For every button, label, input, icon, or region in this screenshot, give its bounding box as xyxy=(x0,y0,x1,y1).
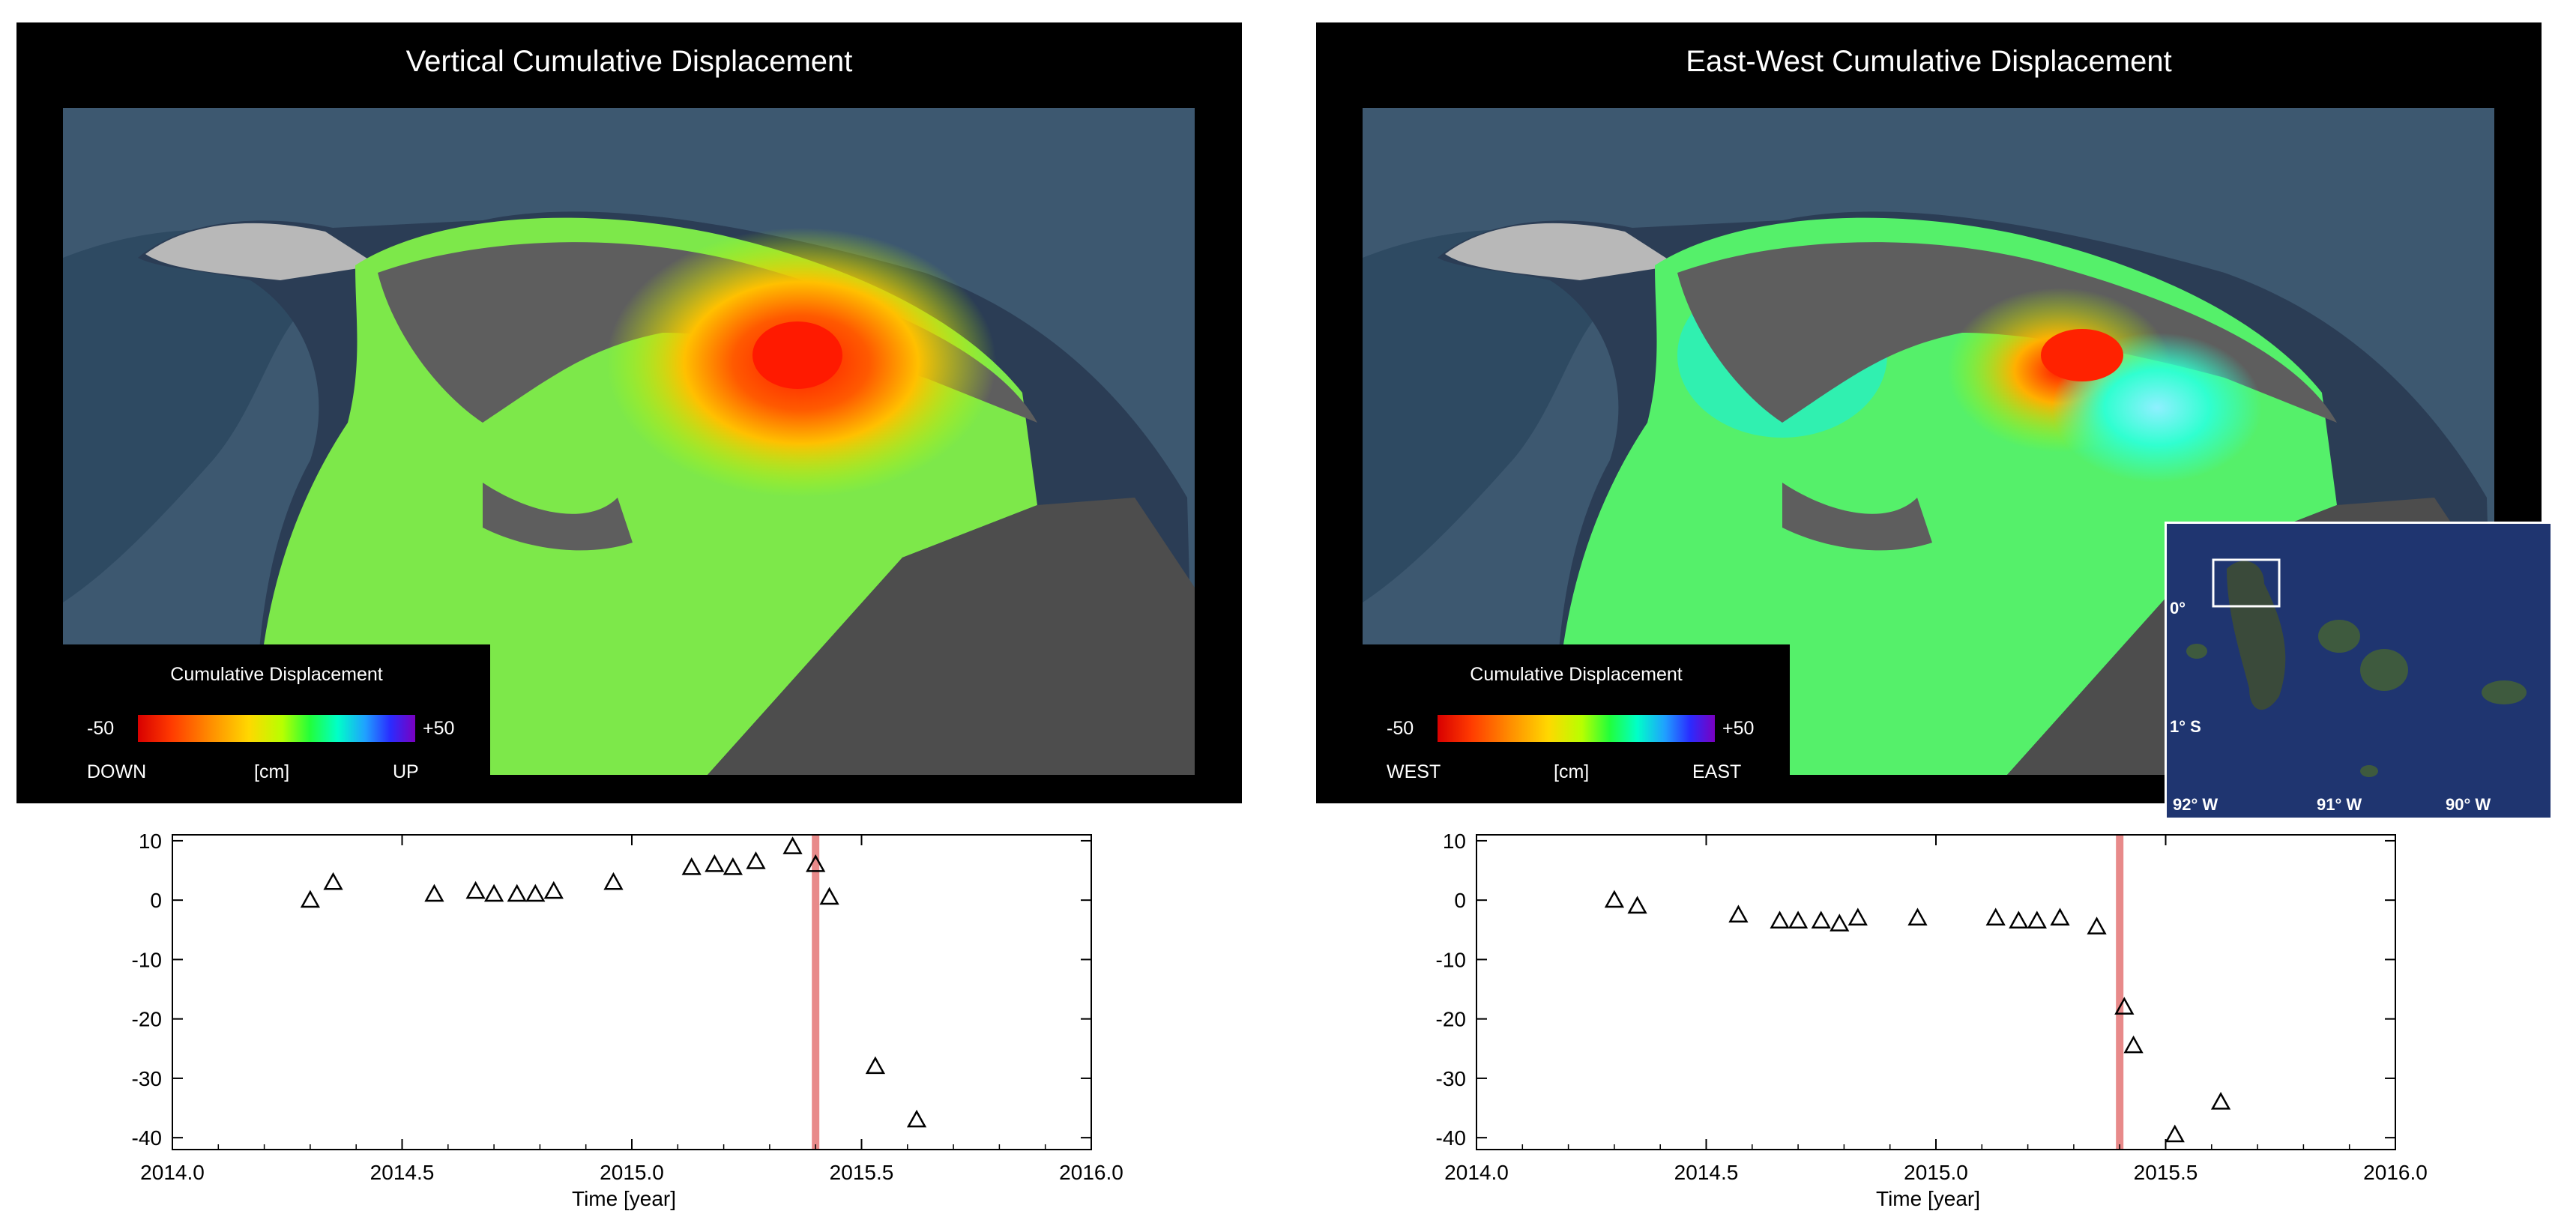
data-point xyxy=(2009,911,2029,928)
eruption-marker-line xyxy=(812,835,820,1150)
data-point xyxy=(2087,916,2107,934)
data-point xyxy=(1604,890,1625,908)
x-axis-label: Time [year] xyxy=(1876,1187,1980,1210)
y-tick-label: -30 xyxy=(1436,1067,1466,1090)
data-point xyxy=(300,890,321,908)
x-tick-label: 2014.0 xyxy=(140,1161,205,1184)
data-point xyxy=(1788,911,1809,928)
y-tick-label: -30 xyxy=(132,1067,162,1090)
lat-label: 0° xyxy=(2170,599,2186,617)
legend-title: Cumulative Displacement xyxy=(1470,664,1683,685)
data-point xyxy=(1907,908,1928,925)
legend-min: -50 xyxy=(1387,718,1414,739)
data-point xyxy=(746,851,766,869)
data-point xyxy=(806,854,826,872)
panel-title: Vertical Cumulative Displacement xyxy=(405,45,853,78)
legend-max: +50 xyxy=(1722,718,1755,739)
data-point xyxy=(1847,908,1868,925)
x-tick-label: 2014.0 xyxy=(1444,1161,1509,1184)
lon-label: 90° W xyxy=(2446,795,2491,814)
x-tick-label: 2015.0 xyxy=(1904,1161,1968,1184)
lon-label: 91° W xyxy=(2317,795,2362,814)
x-axis-label: Time [year] xyxy=(572,1187,676,1210)
color-legend: Cumulative Displacement -50 +50 WEST [cm… xyxy=(1363,644,1790,794)
data-point xyxy=(1770,911,1790,928)
data-point xyxy=(483,884,504,902)
y-tick-label: -20 xyxy=(1436,1008,1466,1031)
legend-low-label: WEST xyxy=(1387,761,1441,782)
data-point xyxy=(507,884,527,902)
panel-title: East-West Cumulative Displacement xyxy=(1686,45,2172,78)
y-tick-label: 10 xyxy=(1443,830,1466,853)
legend-low-label: DOWN xyxy=(87,761,147,782)
x-tick-label: 2014.5 xyxy=(370,1161,435,1184)
legend-color-bar xyxy=(1438,715,1715,742)
x-tick-label: 2016.0 xyxy=(1059,1161,1123,1184)
legend-unit: [cm] xyxy=(1554,761,1590,782)
data-point xyxy=(782,836,803,854)
data-point xyxy=(865,1056,886,1075)
east-west-displacement-chart: 2014.0 2014.5 2015.0 2015.5 2016.0 10 0 -10 -20 -… xyxy=(1417,824,2451,1214)
legend-color-bar xyxy=(138,715,415,742)
x-tick-label: 2015.5 xyxy=(2134,1161,2198,1184)
vertical-displacement-panel: Vertical Cumulative Displacement Cumulat… xyxy=(16,22,1242,803)
color-legend: Cumulative Displacement -50 +50 DOWN [cm… xyxy=(63,644,490,794)
data-point xyxy=(323,872,343,890)
legend-high-label: EAST xyxy=(1692,761,1742,782)
data-point xyxy=(2027,911,2047,928)
eruption-marker-line xyxy=(2116,835,2124,1150)
plot-frame xyxy=(172,834,1092,1150)
legend-min: -50 xyxy=(87,718,115,739)
data-point xyxy=(1985,908,2006,925)
plot-frame xyxy=(1476,834,2396,1150)
y-tick-label: 0 xyxy=(1454,889,1466,912)
data-point xyxy=(1728,905,1749,923)
data-point xyxy=(424,884,444,902)
lat-label: 1° S xyxy=(2170,717,2201,736)
data-point xyxy=(525,884,546,902)
x-tick-label: 2016.0 xyxy=(2363,1161,2428,1184)
data-point xyxy=(2114,997,2135,1015)
data-point xyxy=(2123,1035,2144,1054)
y-tick-label: -10 xyxy=(132,948,162,971)
y-tick-label: -10 xyxy=(1436,948,1466,971)
inset-map-graphic xyxy=(2167,524,2551,818)
x-tick-label: 2015.5 xyxy=(830,1161,894,1184)
y-tick-label: 10 xyxy=(139,830,162,853)
data-point xyxy=(1811,911,1831,928)
data-point xyxy=(681,857,702,875)
legend-unit: [cm] xyxy=(254,761,290,782)
y-tick-label: 0 xyxy=(150,889,162,912)
x-tick-label: 2014.5 xyxy=(1674,1161,1739,1184)
legend-max: +50 xyxy=(423,718,455,739)
y-tick-label: -40 xyxy=(1436,1126,1466,1150)
galapagos-inset-map: 0° 1° S 92° W 91° W 90° W xyxy=(2165,522,2553,820)
chart-svg: 2014.0 2014.5 2015.0 2015.5 2016.0 10 0 -10 -20 -… xyxy=(132,830,1123,1184)
y-tick-label: -20 xyxy=(132,1008,162,1031)
data-point xyxy=(2165,1124,2185,1143)
data-point xyxy=(819,887,839,905)
x-tick-label: 2015.0 xyxy=(600,1161,664,1184)
data-point xyxy=(705,854,725,872)
legend-high-label: UP xyxy=(393,761,419,782)
data-point xyxy=(2050,908,2070,925)
data-point xyxy=(603,872,624,890)
displacement-map xyxy=(63,108,1195,775)
vertical-displacement-chart: 2014.0 2014.5 2015.0 2015.5 2016.0 10 0 -10 -20 -… xyxy=(112,824,1147,1214)
data-point xyxy=(1627,896,1647,914)
data-point xyxy=(1830,913,1850,931)
legend-title: Cumulative Displacement xyxy=(170,664,383,685)
chart-svg: 2014.0 2014.5 2015.0 2015.5 2016.0 10 0 -10 -20 -… xyxy=(1436,830,2428,1184)
data-point xyxy=(723,857,743,875)
data-point xyxy=(906,1109,927,1128)
lon-label: 92° W xyxy=(2173,795,2218,814)
y-tick-label: -40 xyxy=(132,1126,162,1150)
data-point xyxy=(543,881,564,899)
data-point xyxy=(2210,1092,2231,1110)
data-point xyxy=(465,881,486,899)
